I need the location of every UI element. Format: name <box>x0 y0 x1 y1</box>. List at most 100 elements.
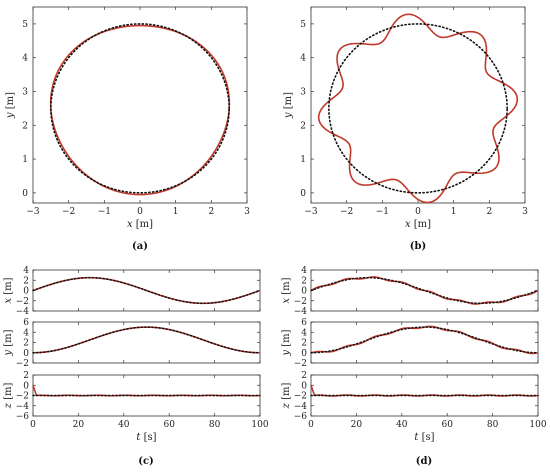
x-tick-label: 3 <box>522 207 528 217</box>
reference-trajectory-line <box>328 23 508 194</box>
y-tick-label: 5 <box>300 20 306 30</box>
y-tick-label: −4 <box>16 402 30 412</box>
y-tick-label: 2 <box>300 121 306 131</box>
x-tick-label: −3 <box>26 207 40 217</box>
x-tick-label: 100 <box>529 420 546 430</box>
x-tick-label: 2 <box>208 207 214 217</box>
y-tick-label: 4 <box>22 54 28 64</box>
y-tick-label: 0 <box>22 189 28 199</box>
y-tick-label: 2 <box>23 371 29 381</box>
y-tick-label: 4 <box>23 266 29 276</box>
reference-signal-line <box>32 326 261 354</box>
y-tick-label: −2 <box>294 392 307 402</box>
y-tick-label: 2 <box>22 121 28 131</box>
y-tick-label: 2 <box>301 276 307 286</box>
y-tick-label: 0 <box>23 287 29 297</box>
y-tick-label: 1 <box>300 155 306 165</box>
x-tick-label: 1 <box>173 207 179 217</box>
actual-trajectory-line <box>49 24 231 196</box>
x-axis-label: x [m] <box>127 219 153 230</box>
x-tick-label: −1 <box>98 207 111 217</box>
plot-frame-a <box>32 6 248 204</box>
x-tick-label: 2 <box>486 207 492 217</box>
y-tick-label: 6 <box>23 318 29 328</box>
actual-signal-line <box>310 325 539 355</box>
y-axis-label: x [m] <box>3 277 14 303</box>
y-tick-label: 0 <box>300 189 306 199</box>
actual-signal-line <box>310 384 539 397</box>
x-tick-label: 20 <box>73 420 85 430</box>
y-tick-label: −6 <box>16 412 30 422</box>
plot-frame-b <box>310 6 526 204</box>
actual-trajectory-line <box>317 13 519 204</box>
panel-label-d: (d) <box>416 456 432 467</box>
y-tick-label: 1 <box>22 155 28 165</box>
y-tick-label: 4 <box>301 328 307 338</box>
y-tick-label: 2 <box>23 339 29 349</box>
y-axis-label: z [m] <box>281 383 292 410</box>
x-tick-label: 40 <box>118 420 130 430</box>
y-axis-label: z [m] <box>3 383 14 410</box>
x-tick-label: 20 <box>351 420 363 430</box>
y-tick-label: 0 <box>301 287 307 297</box>
reference-signal-line <box>310 326 539 354</box>
y-tick-label: 0 <box>23 349 29 359</box>
y-tick-label: 4 <box>23 328 29 338</box>
y-tick-label: 4 <box>301 266 307 276</box>
x-tick-label: 0 <box>308 420 314 430</box>
y-tick-label: 2 <box>301 339 307 349</box>
x-axis-label: x [m] <box>405 219 431 230</box>
y-tick-label: −4 <box>294 402 308 412</box>
subplot-frame-c-1 <box>32 321 261 364</box>
actual-signal-line <box>33 326 260 354</box>
y-tick-label: −2 <box>16 297 29 307</box>
reference-signal-line <box>32 276 261 305</box>
x-tick-label: −2 <box>62 207 75 217</box>
y-tick-label: 0 <box>301 381 307 391</box>
y-tick-label: −4 <box>294 307 308 317</box>
x-tick-label: −3 <box>304 207 318 217</box>
subplot-frame-d-1 <box>310 321 539 364</box>
x-tick-label: 40 <box>396 420 408 430</box>
x-tick-label: 0 <box>30 420 36 430</box>
y-tick-label: 6 <box>301 318 307 328</box>
y-tick-label: −2 <box>294 359 307 369</box>
reference-signal-line <box>310 276 539 305</box>
y-axis-label: y [m] <box>3 329 14 356</box>
x-tick-label: 3 <box>244 207 250 217</box>
y-tick-label: 2 <box>23 276 29 286</box>
x-tick-label: −1 <box>376 207 389 217</box>
y-axis-label: x [m] <box>281 277 292 303</box>
y-tick-label: −2 <box>16 392 29 402</box>
x-tick-label: 60 <box>441 420 453 430</box>
y-axis-label: y [m] <box>283 92 294 119</box>
panel-label-c: (c) <box>138 456 154 467</box>
y-tick-label: 3 <box>22 87 28 97</box>
x-tick-label: 60 <box>163 420 175 430</box>
x-tick-label: 0 <box>415 207 421 217</box>
x-axis-label: t [s] <box>414 432 434 443</box>
panel-label-b: (b) <box>410 241 426 252</box>
y-tick-label: −2 <box>294 297 307 307</box>
y-tick-label: −2 <box>16 359 29 369</box>
x-tick-label: −2 <box>340 207 353 217</box>
y-tick-label: 0 <box>23 381 29 391</box>
x-tick-label: 1 <box>451 207 457 217</box>
x-tick-label: 80 <box>487 420 499 430</box>
x-tick-label: 0 <box>137 207 143 217</box>
y-axis-label: y [m] <box>281 329 292 356</box>
x-axis-label: t [s] <box>136 432 156 443</box>
reference-trajectory-line <box>50 23 230 194</box>
y-tick-label: 0 <box>301 349 307 359</box>
y-tick-label: −6 <box>294 412 308 422</box>
actual-signal-line <box>32 384 261 397</box>
panel-label-a: (a) <box>132 241 148 252</box>
y-tick-label: 5 <box>22 20 28 30</box>
y-tick-label: −4 <box>16 307 30 317</box>
x-tick-label: 80 <box>209 420 221 430</box>
y-tick-label: 2 <box>301 371 307 381</box>
y-tick-label: 4 <box>300 54 306 64</box>
y-axis-label: y [m] <box>5 92 16 119</box>
x-tick-label: 100 <box>251 420 268 430</box>
